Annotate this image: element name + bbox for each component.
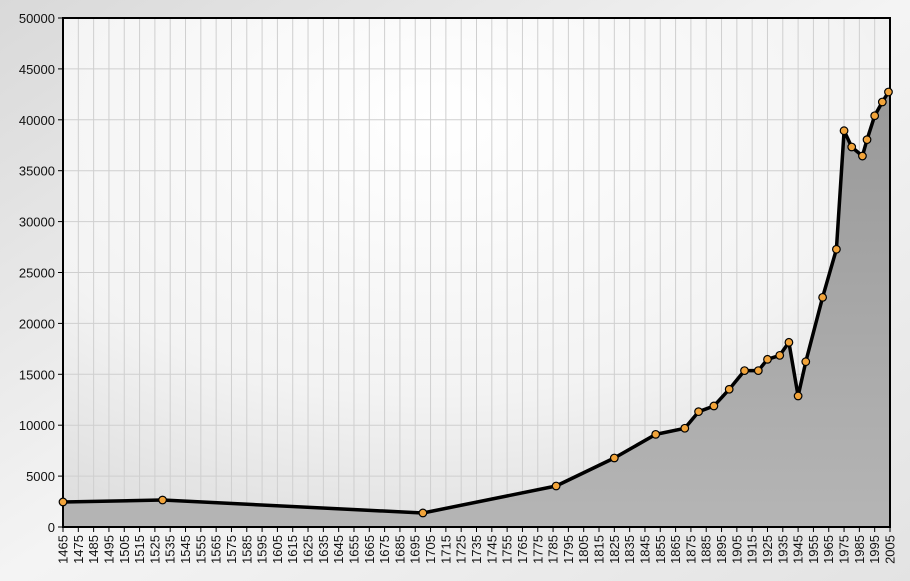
x-tick-label: 1945: [791, 535, 806, 564]
data-point: [801, 357, 811, 367]
x-tick-label: 1545: [178, 535, 193, 564]
data-point: [831, 244, 841, 254]
x-tick-label: 1865: [668, 535, 683, 564]
x-tick-label: 1755: [500, 535, 515, 564]
y-tick-label: 15000: [19, 367, 55, 382]
data-point: [724, 384, 734, 394]
x-tick-label: 1775: [530, 535, 545, 564]
x-tick-label: 1825: [607, 535, 622, 564]
x-tick-label: 1995: [867, 535, 882, 564]
x-tick-label: 1705: [423, 535, 438, 564]
x-tick-label: 1805: [576, 535, 591, 564]
x-tick-label: 1575: [224, 535, 239, 564]
area-fill: [63, 92, 890, 527]
y-tick-label: 35000: [19, 164, 55, 179]
data-point: [818, 292, 828, 302]
x-tick-label: 1465: [56, 535, 71, 564]
data-point: [753, 366, 763, 376]
x-tick-label: 1885: [699, 535, 714, 564]
x-tick-label: 1835: [622, 535, 637, 564]
x-tick-label: 1795: [561, 535, 576, 564]
data-point: [763, 354, 772, 364]
x-tick-label: 1935: [775, 535, 790, 564]
x-tick-label: 1615: [285, 535, 300, 564]
data-point: [862, 135, 872, 145]
data-point: [694, 407, 703, 417]
x-tick-label: 1475: [71, 535, 86, 564]
y-tick-label: 20000: [19, 316, 55, 331]
y-tick-label: 30000: [19, 215, 55, 230]
x-tick-label: 1505: [117, 535, 132, 564]
x-tick-label: 1745: [484, 535, 499, 564]
x-tick-label: 1535: [163, 535, 178, 564]
data-point: [158, 495, 167, 505]
x-tick-label: 1735: [469, 535, 484, 564]
data-point: [551, 481, 561, 491]
x-tick-label: 1875: [683, 535, 698, 564]
x-tick-label: 1695: [408, 535, 423, 564]
x-tick-label: 1715: [438, 535, 453, 564]
x-tick-label: 1905: [729, 535, 744, 564]
data-point: [793, 391, 803, 401]
x-tick-label: 1625: [301, 535, 316, 564]
data-point: [680, 423, 690, 433]
x-tick-label: 1495: [101, 535, 116, 564]
x-axis-ticks: 1465 1475 1485 1495 1505 1515 1525 1535 1545 1555…: [56, 527, 898, 564]
data-point: [784, 337, 794, 347]
x-tick-label: 1965: [821, 535, 836, 564]
data-point: [877, 97, 887, 107]
y-tick-label: 0: [48, 520, 55, 535]
x-tick-label: 1915: [745, 535, 760, 564]
x-tick-label: 1555: [193, 535, 208, 564]
y-tick-label: 25000: [19, 266, 55, 281]
x-tick-label: 1585: [239, 535, 254, 564]
x-tick-label: 1675: [377, 535, 392, 564]
x-tick-label: 1685: [392, 535, 407, 564]
data-point: [709, 401, 719, 411]
x-tick-label: 1845: [637, 535, 652, 564]
data-point: [839, 126, 849, 136]
x-tick-label: 2005: [883, 535, 898, 564]
x-tick-label: 1895: [714, 535, 729, 564]
x-tick-label: 1765: [515, 535, 530, 564]
data-point: [740, 366, 749, 376]
y-tick-label: 40000: [19, 113, 55, 128]
y-tick-label: 10000: [19, 418, 55, 433]
x-tick-label: 1635: [316, 535, 331, 564]
y-tick-label: 50000: [19, 11, 55, 26]
x-tick-label: 1485: [86, 535, 101, 564]
y-tick-label: 5000: [26, 469, 55, 484]
data-point: [58, 497, 68, 507]
data-points: [58, 87, 893, 518]
x-tick-label: 1725: [454, 535, 469, 564]
data-point: [858, 151, 867, 161]
data-point: [609, 453, 619, 463]
x-tick-label: 1925: [760, 535, 775, 564]
x-tick-label: 1975: [837, 535, 852, 564]
data-point: [884, 87, 893, 97]
y-axis-ticks: 0 5000 10000 15000 20000 25000 30000 35000 40000…: [19, 11, 63, 535]
y-tick-label: 45000: [19, 62, 55, 77]
x-tick-label: 1815: [592, 535, 607, 564]
x-tick-label: 1595: [255, 535, 270, 564]
x-tick-label: 1645: [331, 535, 346, 564]
x-tick-label: 1565: [209, 535, 224, 564]
data-point: [870, 111, 880, 121]
data-point: [418, 508, 428, 518]
x-tick-label: 1655: [346, 535, 361, 564]
x-tick-label: 1855: [653, 535, 668, 564]
x-tick-label: 1605: [270, 535, 285, 564]
data-point: [847, 142, 857, 152]
x-tick-label: 1785: [546, 535, 561, 564]
data-point: [775, 350, 785, 360]
x-tick-label: 1515: [132, 535, 147, 564]
x-tick-label: 1955: [806, 535, 821, 564]
x-tick-label: 1525: [147, 535, 162, 564]
x-tick-label: 1665: [362, 535, 377, 564]
data-point: [651, 429, 661, 439]
x-tick-label: 1985: [852, 535, 867, 564]
